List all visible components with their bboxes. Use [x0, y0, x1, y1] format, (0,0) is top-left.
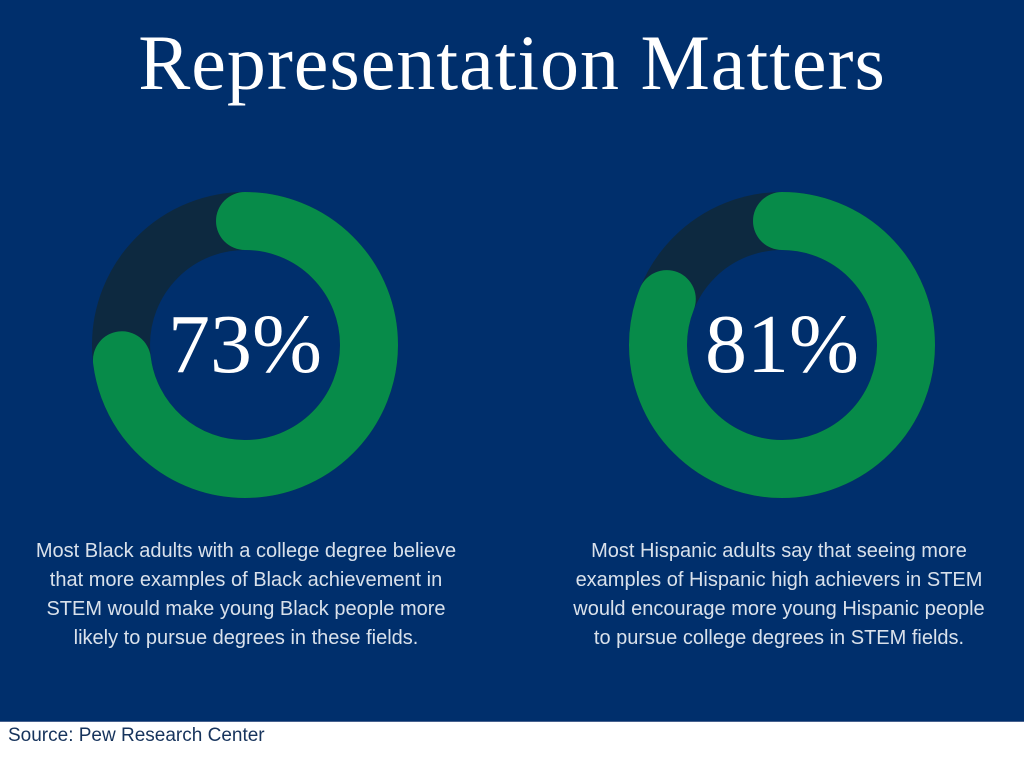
donut-value-arc	[629, 192, 935, 498]
caption-black-adults: Most Black adults with a college degree …	[35, 540, 457, 649]
donut-chart-hispanic-adults: 81%	[629, 192, 935, 498]
percent-label: 73%	[168, 298, 322, 391]
donut-chart-black-adults: 73%	[92, 192, 398, 498]
caption-hispanic-adults: Most Hispanic adults say that seeing mor…	[573, 540, 985, 649]
donut-value-arc	[92, 192, 398, 498]
source-bar: Source: Pew Research Center	[0, 721, 1024, 768]
donut-ring	[92, 192, 398, 498]
percent-label: 81%	[705, 298, 859, 391]
page-title: Representation Matters	[138, 19, 886, 106]
source-text: Source: Pew Research Center	[8, 725, 265, 746]
donut-ring	[629, 192, 935, 498]
